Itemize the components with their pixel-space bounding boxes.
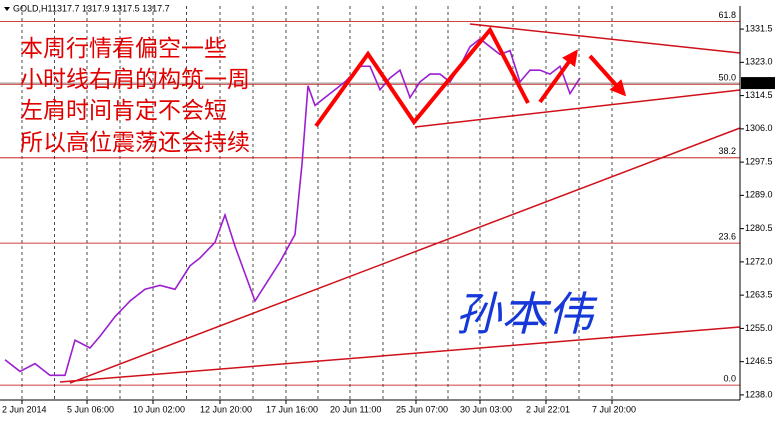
x-tick-label: 30 Jun 03:00	[460, 404, 512, 414]
y-tick-label: 1263.5	[745, 290, 773, 300]
trend-lines	[59, 23, 741, 384]
price-box-label: 1317.7	[744, 77, 772, 87]
fib-label: 61.8	[718, 10, 736, 20]
price-series	[4, 37, 581, 377]
price-box	[741, 77, 775, 90]
x-tick-label: 2 Jun 2014	[2, 404, 47, 414]
ohlc: 1317.7 1317.9 1317.5 1317.7	[52, 3, 170, 13]
menu-triangle	[4, 7, 10, 11]
note: 本周行情看偏空一些	[20, 36, 227, 62]
y-tick-label: 1297.5	[745, 156, 773, 166]
fib-label: 23.6	[718, 231, 736, 241]
trend-line	[69, 127, 741, 384]
arrow	[588, 54, 627, 97]
note: 左肩时间肯定不会短	[20, 98, 227, 124]
y-tick-label: 1323.0	[745, 57, 773, 67]
fib-label: 38.2	[718, 146, 736, 156]
x-tick-label: 17 Jun 16:00	[266, 404, 318, 414]
x-tick-label: 5 Jun 06:00	[67, 404, 114, 414]
x-tick-label: 10 Jun 02:00	[133, 404, 185, 414]
arrows	[314, 26, 627, 128]
note: 小时线右肩的构筑一周	[20, 67, 250, 93]
y-tick-label: 1238.0	[745, 389, 773, 399]
trend-line	[414, 89, 741, 128]
axes: 2 Jun 2014 5 Jun 06:00 10 Jun 02:00 12 Jun …	[2, 23, 775, 414]
y-tick-label: 1331.5	[745, 23, 773, 33]
y-tick-label: 1289.0	[745, 190, 773, 200]
arrow	[538, 49, 578, 104]
y-tick-label: 1306.0	[745, 123, 773, 133]
zigzag	[314, 26, 530, 128]
x-tick-label: 20 Jun 11:00	[330, 404, 381, 414]
fib-label: 0.0	[723, 374, 736, 384]
y-tick-label: 1255.0	[745, 323, 773, 333]
fib-label: 50.0	[718, 73, 736, 83]
symbol: GOLD,H1	[13, 3, 53, 13]
x-tick-label: 2 Jul 22:01	[526, 404, 570, 414]
trend-line	[469, 23, 741, 54]
y-tick-label: 1246.5	[745, 356, 773, 366]
y-tick-label: 1272.0	[745, 256, 773, 266]
note: 所以高位震荡还会持续	[20, 130, 250, 156]
trend-line	[59, 326, 741, 383]
y-tick-label: 1314.5	[745, 90, 773, 100]
signature: 孙本伟	[455, 287, 598, 341]
x-tick-label: 12 Jun 20:00	[200, 404, 252, 414]
x-tick-label: 7 Jul 20:00	[592, 404, 636, 414]
x-tick-label: 25 Jun 07:00	[396, 404, 448, 414]
y-tick-label: 1280.5	[745, 223, 773, 233]
